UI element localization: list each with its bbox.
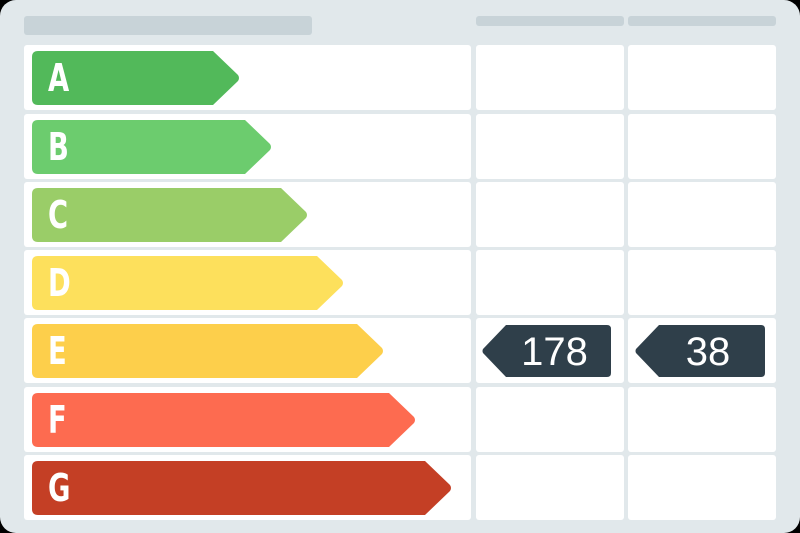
emissions-cell [628, 250, 776, 315]
rating-arrow-d: D [32, 256, 344, 310]
consumption-cell [476, 455, 624, 520]
consumption-value: 178 [521, 330, 588, 374]
consumption-cell [476, 114, 624, 179]
emissions-cell [628, 114, 776, 179]
consumption-cell [476, 387, 624, 452]
rating-arrow-a: A [32, 51, 240, 105]
rating-letter: B [48, 125, 69, 169]
emissions-header-bar [628, 16, 776, 26]
rating-letter: E [48, 329, 67, 373]
emissions-cell [628, 45, 776, 110]
consumption-cell [476, 182, 624, 247]
rating-arrow-b: B [32, 120, 272, 174]
emissions-cell [628, 455, 776, 520]
rating-letter: F [48, 398, 67, 442]
consumption-header-bar [476, 16, 624, 26]
rating-letter: A [48, 56, 70, 100]
rating-arrow-g: G [32, 461, 452, 515]
rating-arrow-f: F [32, 393, 416, 447]
rating-letter: C [48, 193, 69, 237]
consumption-cell [476, 45, 624, 110]
rating-arrow-c: C [32, 188, 308, 242]
watermark-logo: habitadia [336, 249, 438, 279]
emissions-value-badge: 38 [635, 325, 765, 377]
rating-arrow-e: E [32, 324, 384, 378]
emissions-value: 38 [685, 330, 731, 374]
consumption-cell [476, 250, 624, 315]
rating-letter: D [48, 261, 71, 305]
rating-letter: G [48, 466, 71, 510]
header-placeholder-bar [24, 16, 312, 35]
consumption-value-badge: 178 [482, 325, 611, 377]
emissions-cell [628, 182, 776, 247]
emissions-cell [628, 387, 776, 452]
